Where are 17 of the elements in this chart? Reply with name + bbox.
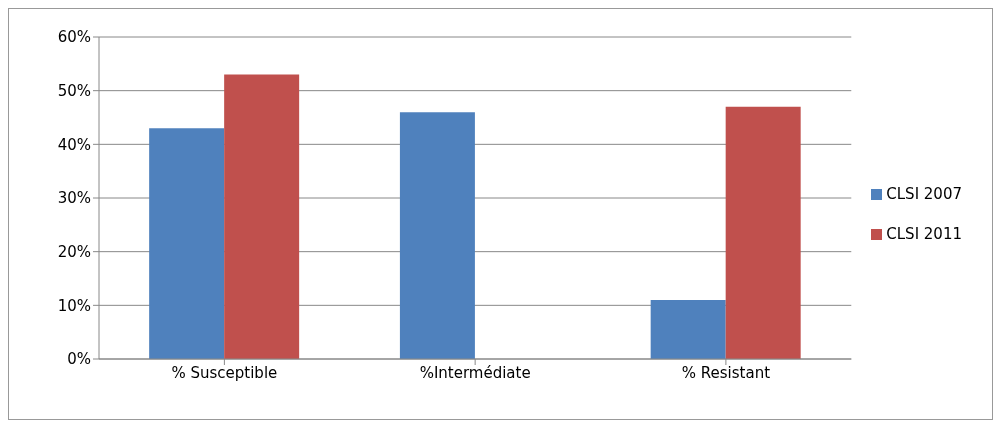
bar [224,74,300,359]
y-tick-label: 10% [57,296,91,315]
legend-label: CLSI 2007 [886,185,962,203]
y-tick-label: 0% [67,350,91,369]
bar [399,112,475,359]
y-tick-label: 50% [57,81,91,100]
y-tick-label: 60% [57,28,91,47]
x-tick-label: % Susceptible [171,363,278,382]
bar [650,299,726,359]
x-tick-label: %Intermédiate [419,363,531,382]
y-tick-label: 40% [57,135,91,154]
y-tick-label: 20% [57,242,91,261]
bar [725,106,801,359]
legend-label: CLSI 2011 [886,225,962,243]
x-tick-label: % Resistant [681,363,771,382]
bar [149,128,225,359]
y-tick-label: 30% [57,189,91,208]
